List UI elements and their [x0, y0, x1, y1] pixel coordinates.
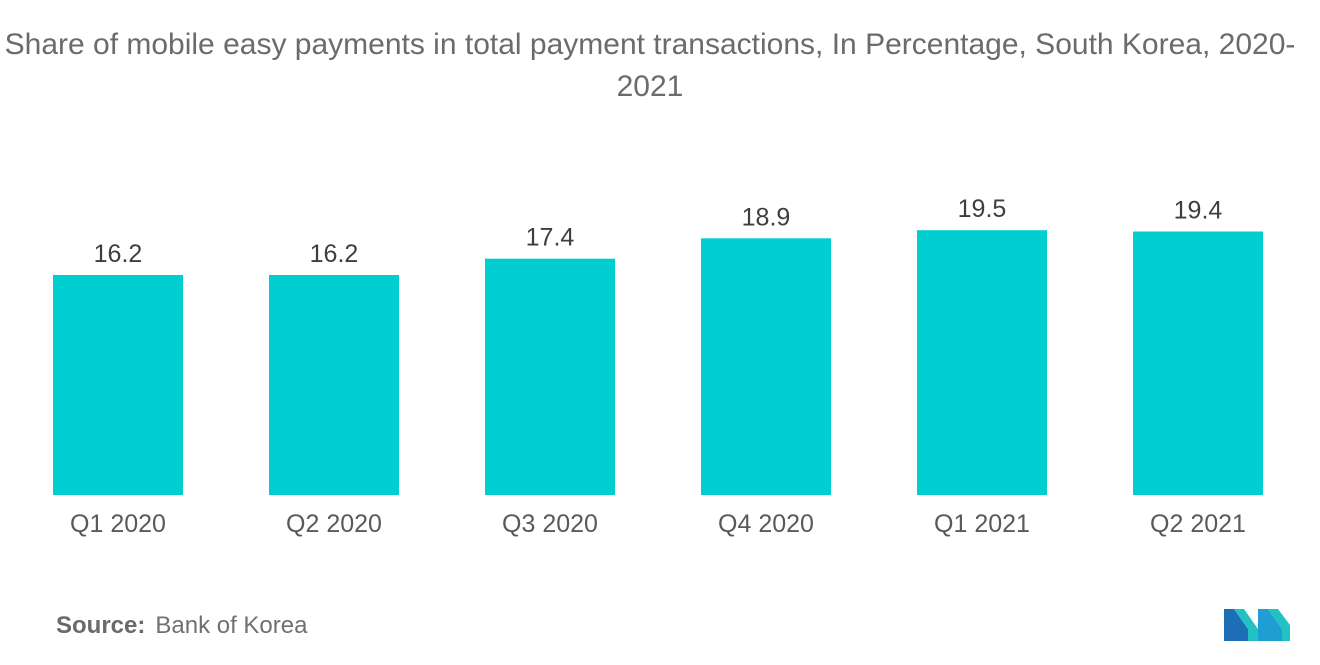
bar-q1-2020	[53, 275, 183, 495]
bar-q1-2021	[917, 230, 1047, 495]
bar-q2-2021	[1133, 231, 1263, 495]
chart-title: Share of mobile easy payments in total p…	[4, 28, 1296, 103]
bar-q2-2020	[269, 275, 399, 495]
value-label: 16.2	[310, 240, 359, 268]
value-label: 19.4	[1174, 197, 1223, 225]
value-label: 19.5	[958, 195, 1007, 223]
x-tick-label: Q3 2020	[502, 510, 598, 538]
source-text: Bank of Korea	[155, 612, 308, 639]
x-tick-label: Q4 2020	[718, 510, 814, 538]
x-tick-label: Q2 2020	[286, 510, 382, 538]
value-label: 18.9	[742, 203, 791, 231]
source-note: Source: Bank of Korea	[56, 612, 307, 640]
x-tick-label: Q1 2021	[934, 510, 1030, 538]
value-label: 16.2	[94, 240, 143, 268]
bar-q3-2020	[485, 258, 615, 495]
value-label: 17.4	[526, 224, 575, 252]
bar-q4-2020	[701, 238, 831, 496]
bar-chart: 16.2 Q1 2020 16.2 Q2 2020 17.4 Q3 2020 18.9 Q4 …	[53, 195, 1263, 538]
x-tick-label: Q1 2020	[70, 510, 166, 538]
x-tick-label: Q2 2021	[1150, 510, 1246, 538]
source-label: Source:	[56, 612, 146, 639]
mordor-intelligence-logo-icon	[1224, 609, 1290, 641]
